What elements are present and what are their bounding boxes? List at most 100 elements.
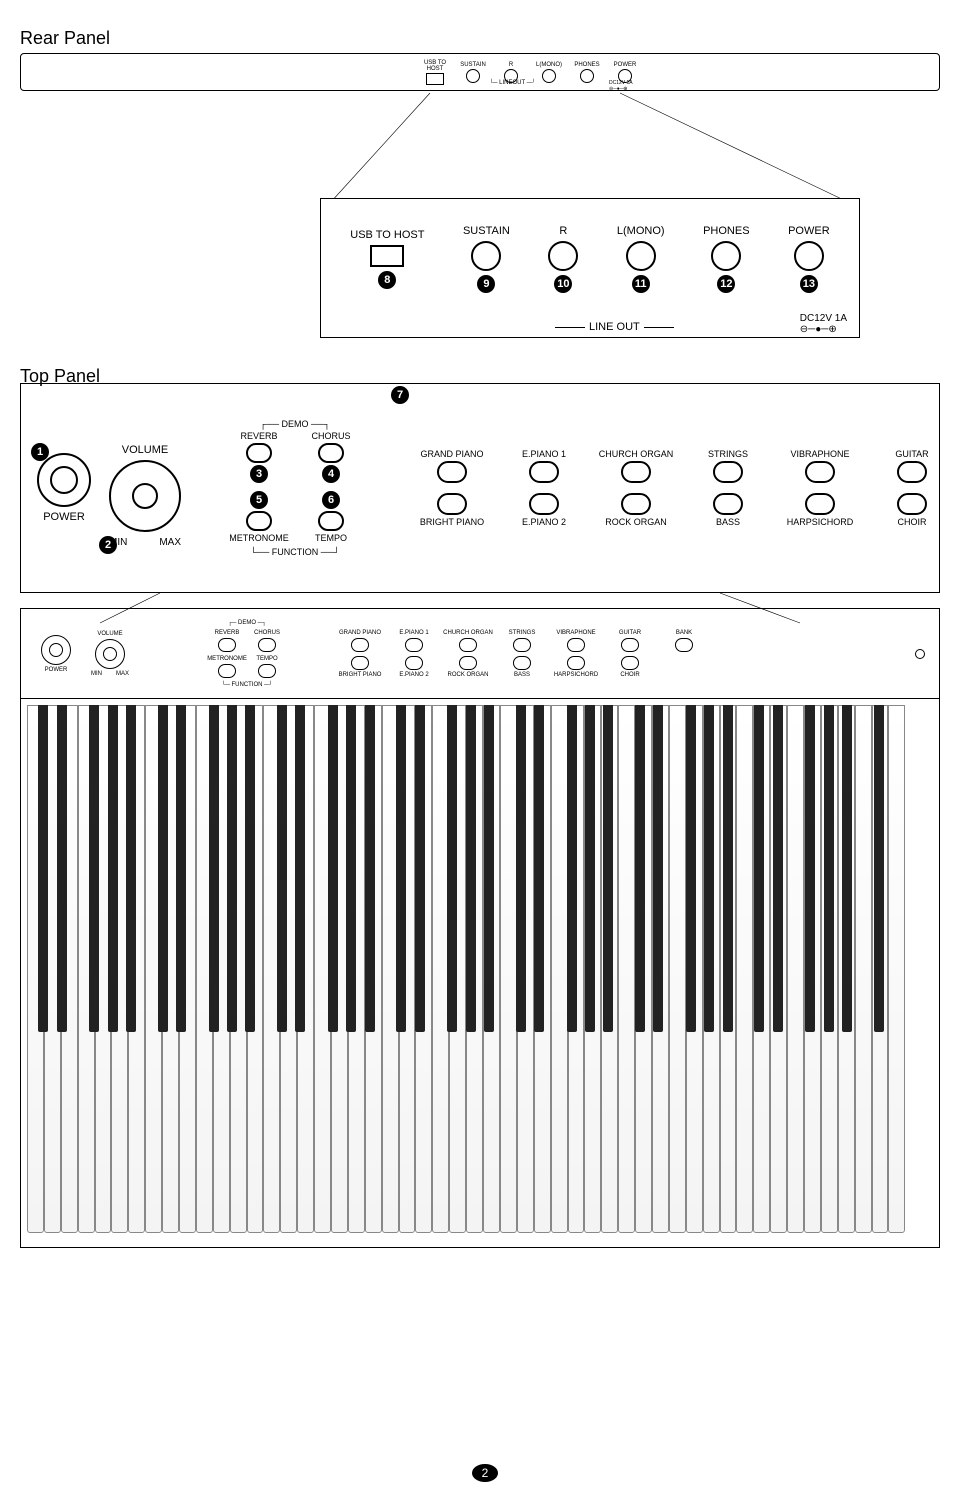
black-key[interactable]	[328, 705, 338, 1032]
voice-button[interactable]	[529, 461, 559, 483]
black-key[interactable]	[396, 705, 406, 1032]
black-key[interactable]	[534, 705, 544, 1032]
voice-button[interactable]	[567, 638, 585, 652]
black-key[interactable]	[874, 705, 884, 1032]
white-key[interactable]	[736, 705, 753, 1233]
black-key[interactable]	[686, 705, 696, 1032]
black-key[interactable]	[346, 705, 356, 1032]
voice-button[interactable]	[437, 493, 467, 515]
voice-button[interactable]	[567, 656, 585, 670]
black-key[interactable]	[108, 705, 118, 1032]
black-key[interactable]	[805, 705, 815, 1032]
white-key[interactable]	[669, 705, 686, 1233]
voice-button[interactable]	[897, 461, 927, 483]
mini-volume: VOLUMEMINMAX	[91, 631, 129, 677]
black-key[interactable]	[295, 705, 305, 1032]
voice-button[interactable]	[805, 461, 835, 483]
black-key[interactable]	[227, 705, 237, 1032]
voice-button[interactable]	[437, 461, 467, 483]
rear-zoom-r: R10	[548, 225, 578, 293]
black-key[interactable]	[126, 705, 136, 1032]
black-key[interactable]	[585, 705, 595, 1032]
voice-button[interactable]	[351, 638, 369, 652]
white-key[interactable]	[888, 705, 905, 1233]
callout-13: 13	[800, 275, 818, 293]
black-key[interactable]	[824, 705, 834, 1032]
black-key[interactable]	[603, 705, 613, 1032]
black-key[interactable]	[89, 705, 99, 1032]
reverb-button[interactable]	[218, 638, 236, 652]
black-key[interactable]	[365, 705, 375, 1032]
voice-button[interactable]	[621, 656, 639, 670]
voice-button[interactable]	[675, 638, 693, 652]
volume-knob[interactable]	[95, 639, 125, 669]
voice-button[interactable]	[897, 493, 927, 515]
jack-icon[interactable]	[626, 241, 656, 271]
black-key[interactable]	[484, 705, 494, 1032]
black-key[interactable]	[245, 705, 255, 1032]
reverb-button[interactable]	[246, 443, 272, 463]
voice-button[interactable]	[713, 493, 743, 515]
jack-icon[interactable]	[711, 241, 741, 271]
black-key[interactable]	[635, 705, 645, 1032]
jack-icon[interactable]	[548, 241, 578, 271]
power-button[interactable]	[37, 453, 91, 507]
fx-reverb: REVERB3	[229, 431, 289, 483]
voice-button[interactable]	[459, 638, 477, 652]
tempo-button[interactable]	[258, 664, 276, 678]
black-key[interactable]	[176, 705, 186, 1032]
black-key[interactable]	[516, 705, 526, 1032]
white-key[interactable]	[551, 705, 568, 1233]
black-key[interactable]	[277, 705, 287, 1032]
black-key[interactable]	[704, 705, 714, 1032]
voice-button[interactable]	[621, 461, 651, 483]
white-key[interactable]	[855, 705, 872, 1233]
chorus-button[interactable]	[318, 443, 344, 463]
jack-icon[interactable]	[471, 241, 501, 271]
power-button[interactable]	[41, 635, 71, 665]
voice-button[interactable]	[805, 493, 835, 515]
black-key[interactable]	[447, 705, 457, 1032]
metronome-button[interactable]	[246, 511, 272, 531]
mini-fx-grid: ┌─ DEMO ─┐REVERBCHORUSMETRONOMETEMPO└─ F…	[209, 620, 285, 688]
jack-icon[interactable]	[794, 241, 824, 271]
dc-small-label: DC12V 1A⊖─●─⊕	[609, 80, 633, 92]
black-key[interactable]	[842, 705, 852, 1032]
black-key[interactable]	[754, 705, 764, 1032]
black-key[interactable]	[466, 705, 476, 1032]
voice-button[interactable]	[513, 638, 531, 652]
tempo-button[interactable]	[318, 511, 344, 531]
black-key[interactable]	[209, 705, 219, 1032]
white-key[interactable]	[787, 705, 804, 1233]
callout-10: 10	[554, 275, 572, 293]
voice-grand-piano: GRAND PIANO	[409, 449, 495, 483]
black-key[interactable]	[57, 705, 67, 1032]
voice-button[interactable]	[621, 638, 639, 652]
volume-label: VOLUME	[122, 444, 168, 456]
voice-button[interactable]	[513, 656, 531, 670]
voice-button[interactable]	[621, 493, 651, 515]
volume-knob[interactable]	[109, 460, 181, 532]
black-key[interactable]	[773, 705, 783, 1032]
black-key[interactable]	[653, 705, 663, 1032]
chorus-button[interactable]	[258, 638, 276, 652]
voice-button[interactable]	[405, 656, 423, 670]
voice-button[interactable]	[529, 493, 559, 515]
metronome-button[interactable]	[218, 664, 236, 678]
voice-button[interactable]	[351, 656, 369, 670]
usb-icon[interactable]	[370, 245, 404, 267]
voice-button[interactable]	[405, 638, 423, 652]
black-key[interactable]	[415, 705, 425, 1032]
voice-button[interactable]	[713, 461, 743, 483]
voice-guitar: GUITAR	[869, 449, 955, 483]
black-key[interactable]	[38, 705, 48, 1032]
mini-power: POWER	[41, 635, 71, 673]
voice-button[interactable]	[459, 656, 477, 670]
white-key[interactable]	[500, 705, 517, 1233]
black-key[interactable]	[723, 705, 733, 1032]
black-key[interactable]	[158, 705, 168, 1032]
page-number: 2	[472, 1464, 498, 1482]
voice-e-piano-1: E.PIANO 1	[501, 449, 587, 483]
black-key[interactable]	[567, 705, 577, 1032]
white-key[interactable]	[618, 705, 635, 1233]
